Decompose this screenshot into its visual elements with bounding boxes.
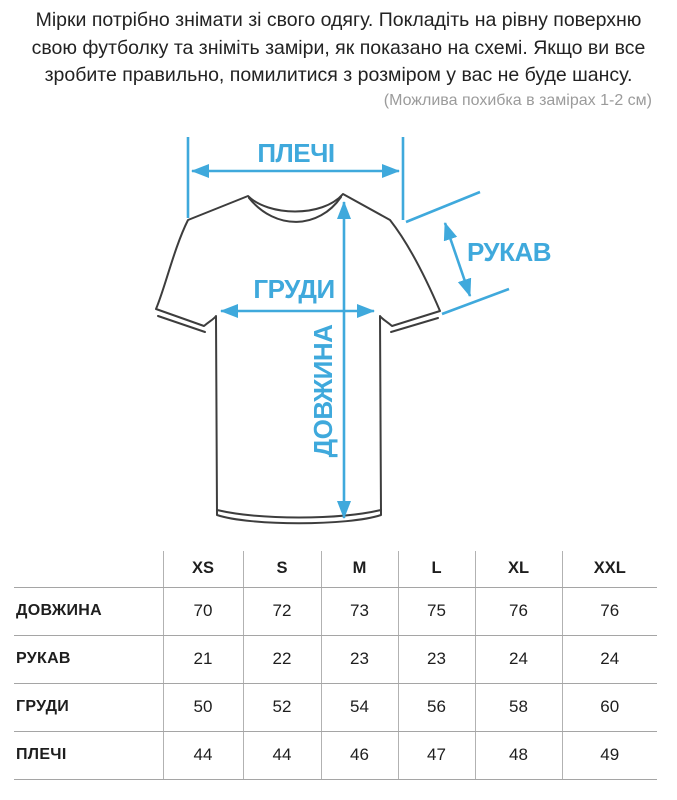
size-value-cell: 44 [242, 731, 321, 780]
size-value-cell: 60 [561, 683, 657, 732]
size-column-header-xs: XS [162, 551, 243, 588]
intro-line-2: свою футболку та зніміть заміри, як пока… [31, 36, 646, 59]
size-value-cell: 58 [474, 683, 562, 732]
intro-line-1: Мірки потрібно знімати зі свого одягу. П… [35, 9, 642, 31]
length-label: ДОВЖИНА [308, 324, 338, 457]
size-table-header-row: XS S M L XL XXL [14, 551, 657, 588]
shirt-right-cuff-rib [390, 317, 439, 333]
size-value-cell: 23 [397, 635, 475, 684]
shirt-outline [155, 193, 441, 525]
sleeve-dimension: РУКАВ [405, 190, 552, 316]
size-value-cell: 47 [397, 731, 475, 780]
table-row: РУКАВ 21 22 23 23 24 24 [14, 635, 657, 684]
shirt-collar-rib [248, 196, 342, 223]
size-table-header: XS S M L XL XXL [14, 551, 657, 588]
shoulders-dimension: ПЛЕЧІ [186, 137, 405, 220]
sleeve-label: РУКАВ [467, 237, 551, 267]
table-row: ПЛЕЧІ 44 44 46 47 48 49 [14, 731, 657, 780]
size-value-cell: 76 [474, 587, 562, 636]
size-column-header-s: S [242, 551, 321, 588]
size-value-cell: 23 [320, 635, 398, 684]
chest-label: ГРУДИ [253, 274, 334, 304]
size-column-header-m: M [320, 551, 398, 588]
size-value-cell: 56 [397, 683, 475, 732]
size-column-header-l: L [397, 551, 475, 588]
size-value-cell: 72 [242, 587, 321, 636]
table-row: ГРУДИ 50 52 54 56 58 60 [14, 683, 657, 732]
chest-dimension: ГРУДИ [220, 274, 375, 318]
intro-paragraph: Мірки потрібно знімати зі свого одягу. П… [0, 7, 677, 90]
row-label: ПЛЕЧІ [14, 731, 163, 780]
size-value-cell: 70 [162, 587, 243, 636]
row-label: ДОВЖИНА [14, 587, 163, 636]
size-value-cell: 49 [561, 731, 657, 780]
size-value-cell: 24 [474, 635, 562, 684]
size-value-cell: 52 [242, 683, 321, 732]
row-label: ГРУДИ [14, 683, 163, 732]
size-value-cell: 75 [397, 587, 475, 636]
shoulders-label: ПЛЕЧІ [257, 138, 334, 168]
size-column-header-xl: XL [474, 551, 562, 588]
size-table: XS S M L XL XXL ДОВЖИНА 70 72 73 75 76 76 РУКАВ 21 22 2… [14, 551, 657, 780]
size-value-cell: 73 [320, 587, 398, 636]
shirt-hem-rib [216, 509, 382, 519]
size-value-cell: 76 [561, 587, 657, 636]
size-value-cell: 24 [561, 635, 657, 684]
shirt-left-cuff-rib [157, 315, 206, 333]
size-value-cell: 22 [242, 635, 321, 684]
intro-line-3: зробите правильно, помилитися з розміром… [44, 64, 633, 86]
size-value-cell: 48 [474, 731, 562, 780]
size-value-cell: 46 [320, 731, 398, 780]
size-value-cell: 21 [162, 635, 243, 684]
size-value-cell: 54 [320, 683, 398, 732]
table-row: ДОВЖИНА 70 72 73 75 76 76 [14, 587, 657, 636]
row-label: РУКАВ [14, 635, 163, 684]
size-table-body: ДОВЖИНА 70 72 73 75 76 76 РУКАВ 21 22 23 23 24 24 ГРУД… [14, 587, 657, 780]
size-table-corner-cell [14, 551, 163, 588]
size-column-header-xxl: XXL [561, 551, 657, 588]
size-value-cell: 44 [162, 731, 243, 780]
length-dimension: ДОВЖИНА [308, 201, 351, 519]
t-shirt-measurement-diagram: ПЛЕЧІ ГРУДИ ДОВЖИНА РУКАВ [155, 137, 552, 525]
size-value-cell: 50 [162, 683, 243, 732]
tolerance-note: (Можлива похибка в замірах 1-2 см) [383, 92, 652, 109]
